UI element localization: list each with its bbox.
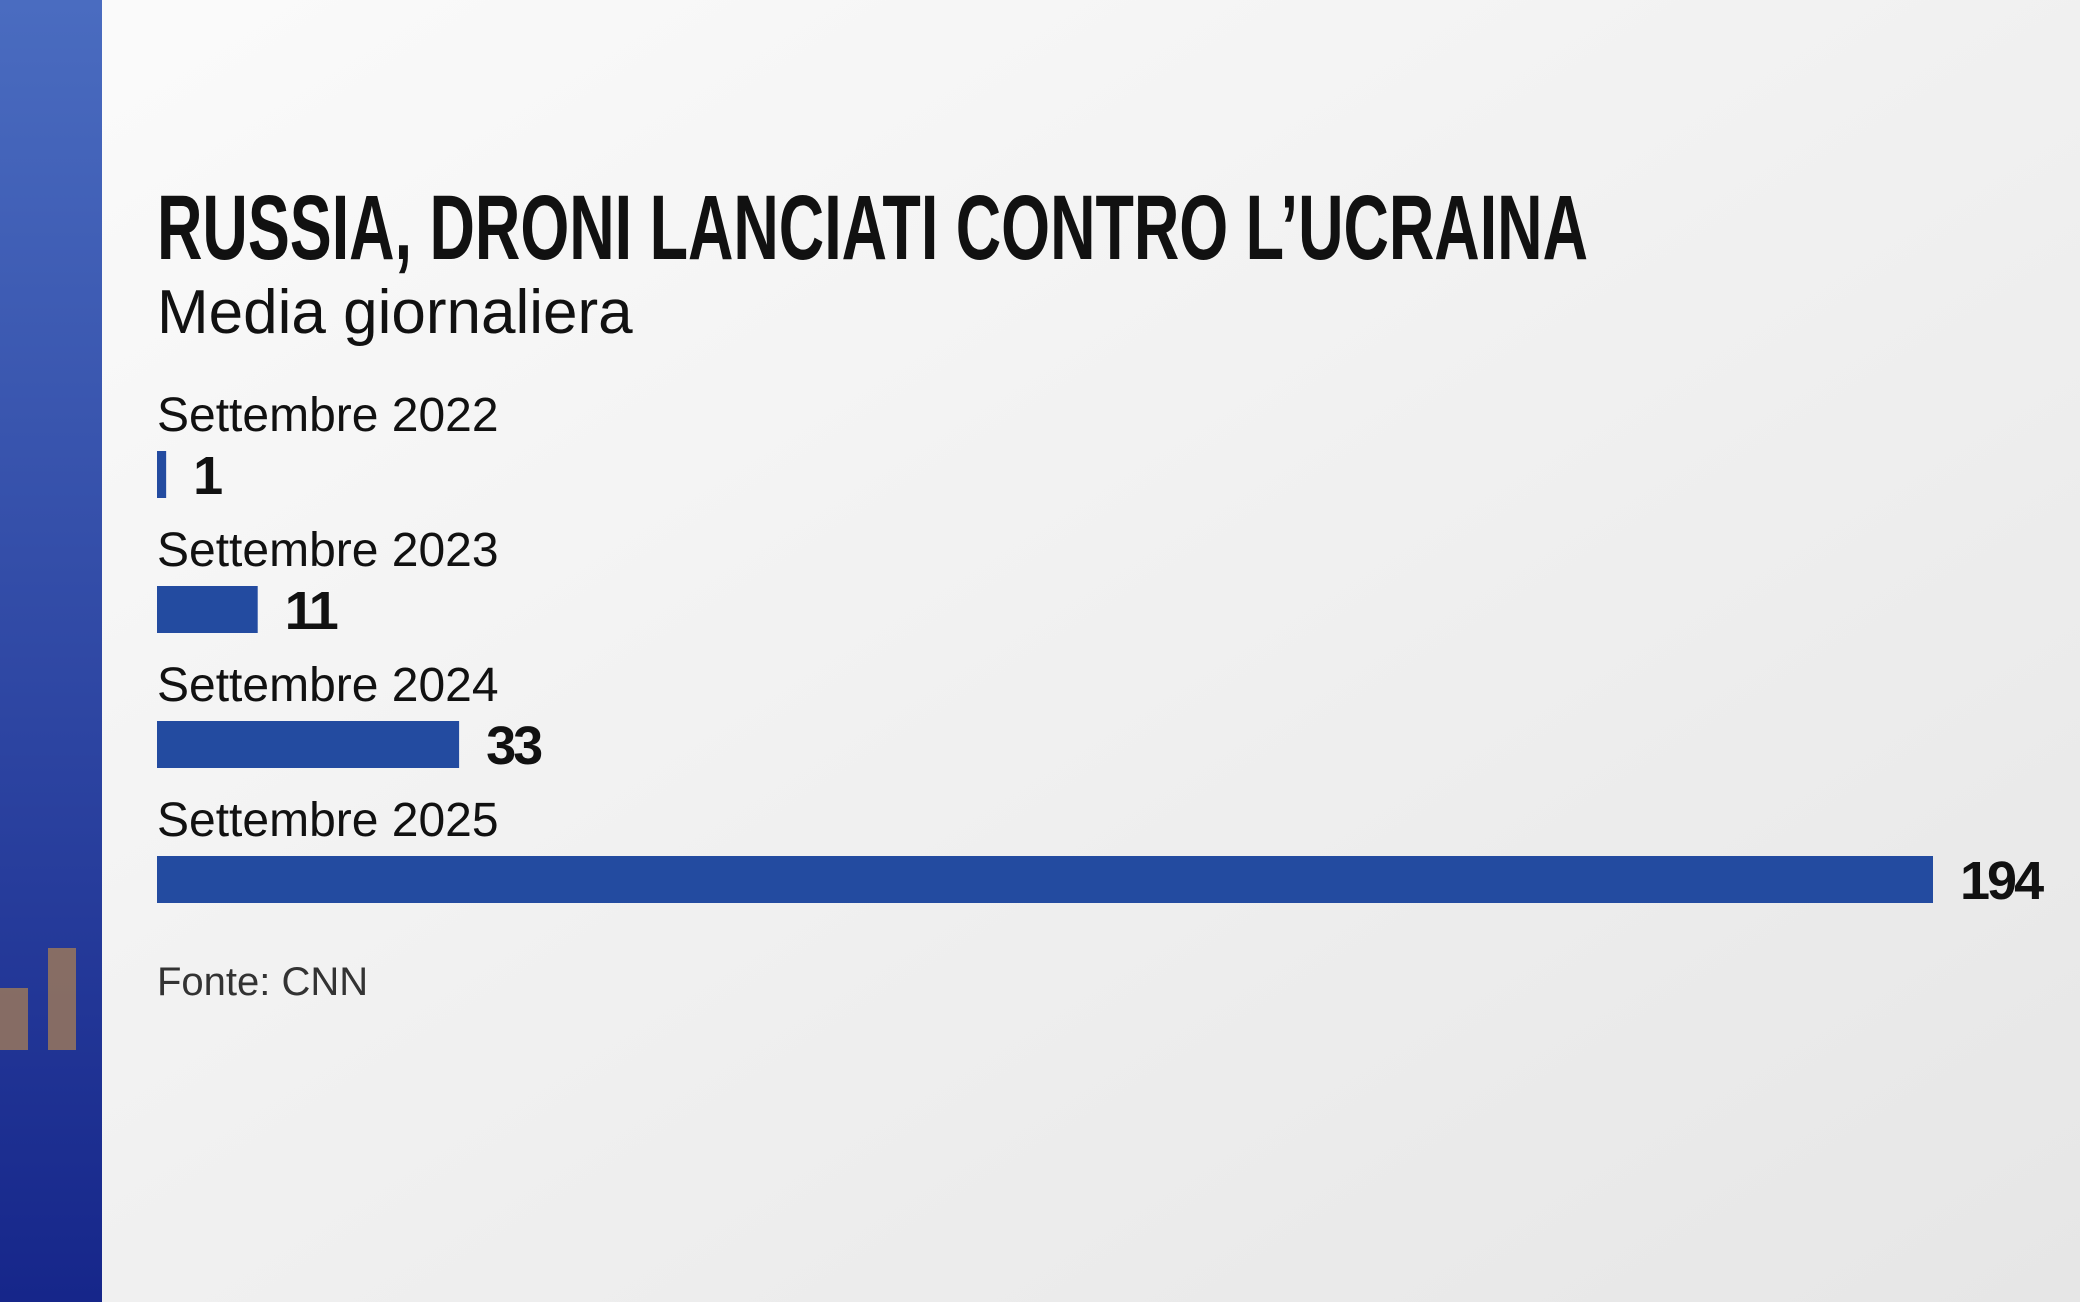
value-label: 33	[486, 716, 542, 776]
value-label: 194	[1960, 851, 2044, 911]
bar	[157, 856, 1933, 903]
decor	[0, 988, 28, 1050]
category-label: Settembre 2025	[157, 794, 499, 847]
category-label: Settembre 2022	[157, 389, 499, 442]
value-label: 1	[193, 446, 222, 506]
decor	[48, 948, 76, 1050]
chart-subtitle: Media giornaliera	[157, 278, 633, 347]
value-label: 11	[285, 581, 338, 641]
bar	[157, 451, 167, 498]
source: Fonte: CNN	[157, 960, 368, 1004]
side-strip	[0, 0, 102, 1302]
bar	[157, 721, 460, 768]
chart-title: RUSSIA, DRONI LANCIATI CONTRO L’UCRAINA	[157, 177, 1588, 279]
bar	[157, 586, 258, 633]
category-label: Settembre 2024	[157, 659, 499, 712]
category-label: Settembre 2023	[157, 524, 499, 577]
